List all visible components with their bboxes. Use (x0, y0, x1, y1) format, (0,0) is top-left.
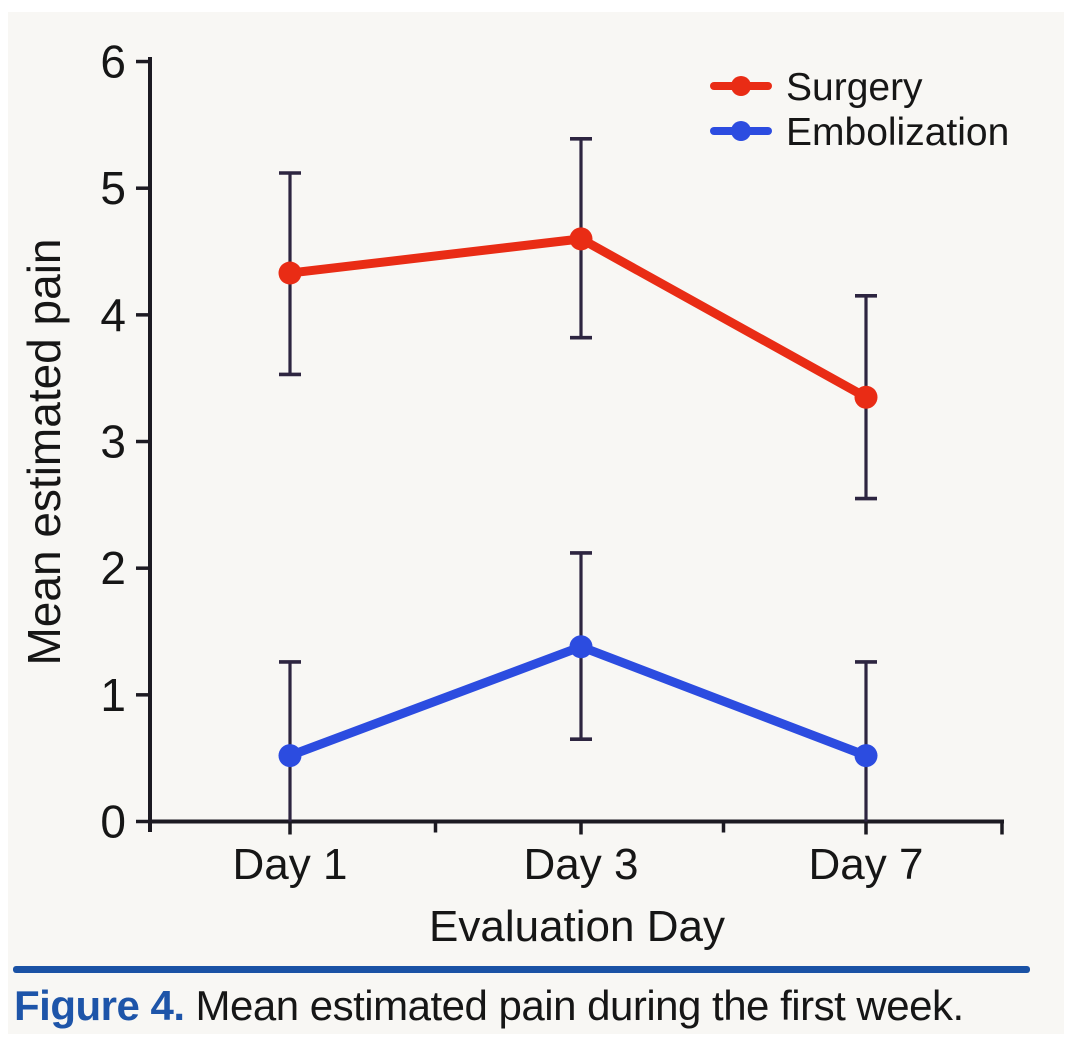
y-axis-title: Mean estimated pain (18, 238, 70, 665)
y-tick-label: 3 (100, 416, 126, 468)
figure-caption-text: Mean estimated pain during the first wee… (195, 982, 965, 1029)
x-tick-label: Day 1 (233, 840, 348, 889)
series-line-surgery (285, 234, 871, 402)
legend-label: Embolization (786, 111, 1009, 154)
legend-item-surgery: Surgery (710, 66, 923, 109)
data-point-marker-surgery (854, 385, 878, 409)
x-axis-title: Evaluation Day (429, 902, 725, 951)
legend-marker-dot (731, 121, 751, 141)
y-tick-label: 1 (100, 669, 126, 721)
x-tick-label: Day 7 (809, 840, 924, 889)
y-tick-label: 6 (100, 36, 126, 88)
legend-item-embolization: Embolization (710, 111, 1009, 154)
y-tick-label: 2 (100, 542, 126, 594)
data-point-marker-embolization (854, 744, 878, 768)
legend-marker-dot (731, 76, 751, 96)
figure-caption-label: Figure 4. (14, 982, 185, 1029)
data-point-marker-embolization (569, 635, 593, 659)
caption-divider (13, 966, 1030, 973)
figure-background (8, 12, 1064, 1034)
legend-label: Surgery (786, 66, 923, 109)
data-point-marker-surgery (278, 261, 302, 285)
data-point-marker-embolization (278, 744, 302, 768)
x-tick-label: Day 3 (524, 840, 639, 889)
y-tick-label: 5 (100, 162, 126, 214)
error-bar-embolization (855, 660, 877, 822)
figure-caption: Figure 4. Mean estimated pain during the … (14, 982, 1054, 1030)
data-point-marker-surgery (569, 227, 593, 251)
y-tick-label: 0 (100, 796, 126, 848)
y-tick-label: 4 (100, 289, 126, 341)
error-bar-embolization (279, 660, 301, 822)
